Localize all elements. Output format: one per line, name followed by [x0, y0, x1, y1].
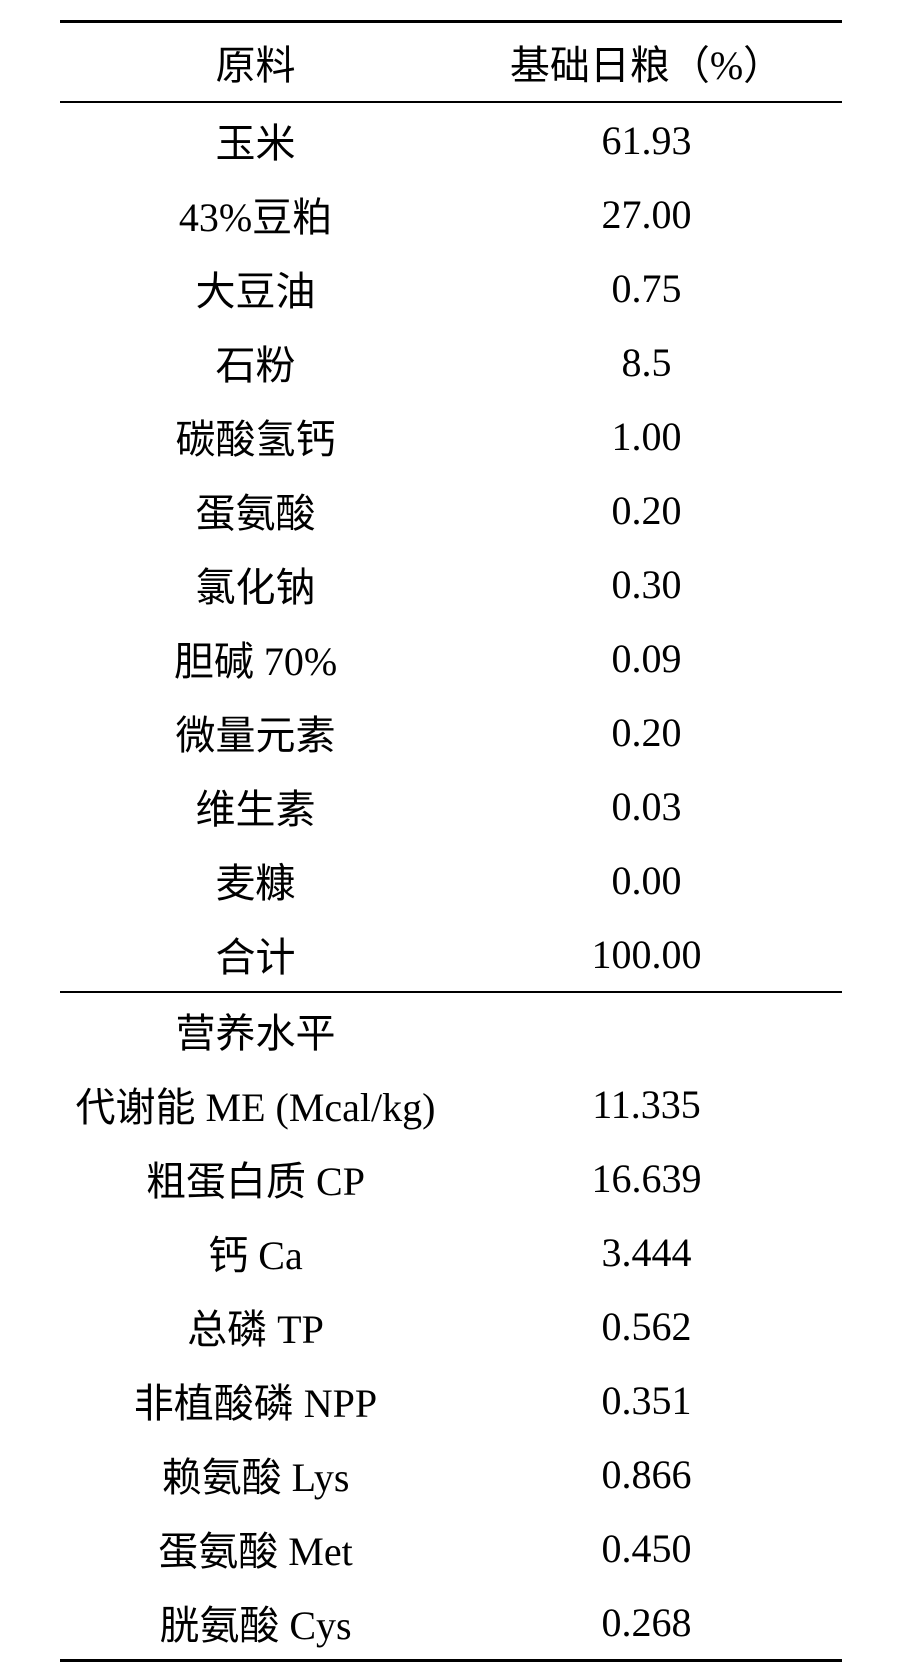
ingredient-label: 胆碱 70% — [60, 621, 451, 695]
nutrition-section-header: 营养水平 — [60, 992, 451, 1067]
table-row: 碳酸氢钙 1.00 — [60, 399, 842, 473]
ingredient-value: 8.5 — [451, 325, 842, 399]
nutrition-value: 0.866 — [451, 1437, 842, 1511]
nutrition-value: 0.268 — [451, 1585, 842, 1661]
table-row: 玉米 61.93 — [60, 102, 842, 177]
nutrition-label: 总磷 TP — [60, 1289, 451, 1363]
ingredient-label: 大豆油 — [60, 251, 451, 325]
nutrition-value: 3.444 — [451, 1215, 842, 1289]
ingredient-value: 27.00 — [451, 177, 842, 251]
table-row: 赖氨酸 Lys 0.866 — [60, 1437, 842, 1511]
header-value: 基础日粮（%） — [451, 22, 842, 103]
ingredient-label: 蛋氨酸 — [60, 473, 451, 547]
nutrition-value: 0.450 — [451, 1511, 842, 1585]
nutrition-header-row: 营养水平 — [60, 992, 842, 1067]
ingredient-label: 合计 — [60, 917, 451, 992]
table-row: 氯化钠 0.30 — [60, 547, 842, 621]
nutrition-label: 钙 Ca — [60, 1215, 451, 1289]
nutrition-label: 胱氨酸 Cys — [60, 1585, 451, 1661]
table-row: 胱氨酸 Cys 0.268 — [60, 1585, 842, 1661]
ingredient-label: 维生素 — [60, 769, 451, 843]
ingredient-value: 0.03 — [451, 769, 842, 843]
empty-cell — [451, 992, 842, 1067]
nutrition-label: 蛋氨酸 Met — [60, 1511, 451, 1585]
ingredient-value: 0.30 — [451, 547, 842, 621]
ingredient-value: 100.00 — [451, 917, 842, 992]
table-row: 总磷 TP 0.562 — [60, 1289, 842, 1363]
ingredient-label: 氯化钠 — [60, 547, 451, 621]
table-row: 大豆油 0.75 — [60, 251, 842, 325]
table-row: 蛋氨酸 Met 0.450 — [60, 1511, 842, 1585]
table-row: 石粉 8.5 — [60, 325, 842, 399]
table-row: 蛋氨酸 0.20 — [60, 473, 842, 547]
table-row: 钙 Ca 3.444 — [60, 1215, 842, 1289]
table-row: 非植酸磷 NPP 0.351 — [60, 1363, 842, 1437]
composition-table: 原料 基础日粮（%） 玉米 61.93 43%豆粕 27.00 大豆油 0.75… — [60, 20, 842, 1662]
header-row: 原料 基础日粮（%） — [60, 22, 842, 103]
nutrition-value: 16.639 — [451, 1141, 842, 1215]
table-row: 麦糠 0.00 — [60, 843, 842, 917]
ingredient-value: 0.20 — [451, 695, 842, 769]
ingredient-label: 麦糠 — [60, 843, 451, 917]
nutrition-value: 11.335 — [451, 1067, 842, 1141]
nutrition-label: 非植酸磷 NPP — [60, 1363, 451, 1437]
table-row: 代谢能 ME (Mcal/kg) 11.335 — [60, 1067, 842, 1141]
nutrition-label: 赖氨酸 Lys — [60, 1437, 451, 1511]
ingredient-label: 石粉 — [60, 325, 451, 399]
ingredient-value: 0.00 — [451, 843, 842, 917]
ingredient-value: 1.00 — [451, 399, 842, 473]
nutrition-label: 粗蛋白质 CP — [60, 1141, 451, 1215]
ingredient-label: 玉米 — [60, 102, 451, 177]
ingredient-label: 微量元素 — [60, 695, 451, 769]
ingredient-value: 0.09 — [451, 621, 842, 695]
nutrition-value: 0.351 — [451, 1363, 842, 1437]
table-row: 维生素 0.03 — [60, 769, 842, 843]
table-body: 玉米 61.93 43%豆粕 27.00 大豆油 0.75 石粉 8.5 碳酸氢… — [60, 102, 842, 1661]
nutrition-value: 0.562 — [451, 1289, 842, 1363]
table-row: 粗蛋白质 CP 16.639 — [60, 1141, 842, 1215]
nutrition-label: 代谢能 ME (Mcal/kg) — [60, 1067, 451, 1141]
ingredient-value: 0.20 — [451, 473, 842, 547]
table-row: 微量元素 0.20 — [60, 695, 842, 769]
table-row: 43%豆粕 27.00 — [60, 177, 842, 251]
table-row: 胆碱 70% 0.09 — [60, 621, 842, 695]
ingredient-label: 碳酸氢钙 — [60, 399, 451, 473]
ingredient-value: 0.75 — [451, 251, 842, 325]
header-ingredient: 原料 — [60, 22, 451, 103]
ingredient-value: 61.93 — [451, 102, 842, 177]
ingredient-label: 43%豆粕 — [60, 177, 451, 251]
table-row-total: 合计 100.00 — [60, 917, 842, 992]
